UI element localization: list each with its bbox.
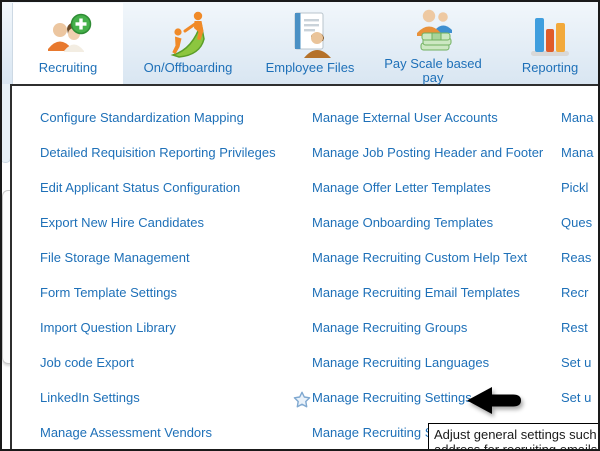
favorite-star-icon[interactable] <box>293 391 311 409</box>
menu-item[interactable]: Detailed Requisition Reporting Privilege… <box>40 145 276 160</box>
tab-employee-files[interactable]: Employee Files <box>250 3 370 84</box>
menu-item[interactable]: Reas <box>561 250 592 265</box>
tab-label-pay-scale-based-pay: Pay Scale based pay <box>384 56 482 85</box>
tab-label-reporting: Reporting <box>521 60 579 75</box>
recruiting-icon <box>44 7 92 59</box>
menu-item[interactable]: Manage Recruiting Si <box>312 425 437 440</box>
menu-item[interactable]: Manage Recruiting Custom Help Text <box>312 250 528 265</box>
menu-item[interactable]: Manage External User Accounts <box>312 110 498 125</box>
module-tab-bar: Recruiting On/Offboarding <box>0 0 600 85</box>
menu-item[interactable]: Manage Onboarding Templates <box>312 215 494 230</box>
menu-item[interactable]: Set u <box>561 390 592 405</box>
tab-reporting[interactable]: Reporting <box>496 3 600 84</box>
menu-item[interactable]: Edit Applicant Status Configuration <box>40 180 241 195</box>
menu-item[interactable]: Mana <box>561 110 594 125</box>
menu-item[interactable]: Manage Assessment Vendors <box>40 425 212 440</box>
menu-item[interactable]: Mana <box>561 145 594 160</box>
menu-item[interactable]: Manage Offer Letter Templates <box>312 180 491 195</box>
menu-item[interactable]: LinkedIn Settings <box>40 390 140 405</box>
tab-label-employee-files: Employee Files <box>265 60 355 75</box>
tab-pay-scale-based-pay[interactable]: Pay Scale based pay <box>373 3 493 85</box>
background-card-edge <box>2 190 12 364</box>
menu-item[interactable]: Set u <box>561 355 592 370</box>
annotation-arrow-icon <box>466 385 524 419</box>
menu-item[interactable]: Manage Recruiting Languages <box>312 355 490 370</box>
menu-item[interactable]: Configure Standardization Mapping <box>40 110 244 125</box>
menu-item[interactable]: Rest <box>561 320 588 335</box>
menu-item[interactable]: File Storage Management <box>40 250 190 265</box>
tooltip: Adjust general settings such as address … <box>428 423 600 451</box>
on-offboarding-icon <box>165 7 211 59</box>
tooltip-line1: Adjust general settings such as <box>434 427 600 442</box>
menu-item[interactable]: Manage Recruiting Groups <box>312 320 468 335</box>
menu-item[interactable]: Recr <box>561 285 589 300</box>
tab-label-on-offboarding: On/Offboarding <box>143 60 233 75</box>
menu-item-manage-recruiting-settings[interactable]: Manage Recruiting Settings <box>312 390 472 405</box>
recruiting-admin-dropdown-panel <box>10 84 600 451</box>
menu-item[interactable]: Job code Export <box>40 355 134 370</box>
menu-item[interactable]: Manage Recruiting Email Templates <box>312 285 520 300</box>
menu-item[interactable]: Manage Job Posting Header and Footer <box>312 145 544 160</box>
employee-files-icon <box>286 7 334 59</box>
tooltip-line2: address for recruiting emails, in <box>434 442 600 451</box>
tab-label-recruiting: Recruiting <box>38 60 98 75</box>
menu-item[interactable]: Import Question Library <box>40 320 176 335</box>
menu-item[interactable]: Pickl <box>561 180 589 195</box>
pay-scale-icon <box>409 7 457 55</box>
tab-on-offboarding[interactable]: On/Offboarding <box>128 3 248 84</box>
menu-item[interactable]: Ques <box>561 215 593 230</box>
tab-recruiting[interactable]: Recruiting <box>12 3 123 84</box>
reporting-icon <box>527 7 573 59</box>
menu-item[interactable]: Form Template Settings <box>40 285 178 300</box>
menu-item[interactable]: Export New Hire Candidates <box>40 215 205 230</box>
